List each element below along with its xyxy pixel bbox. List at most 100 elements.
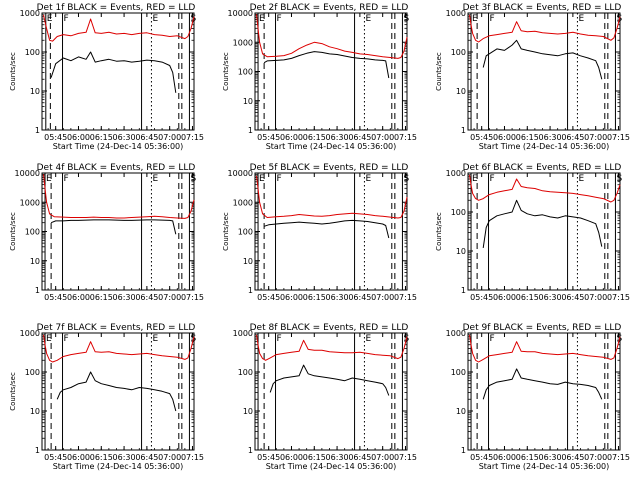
series-line-events bbox=[263, 51, 390, 79]
x-tick-label: 06:15 bbox=[516, 133, 539, 142]
plot-frame bbox=[467, 332, 621, 451]
event-marker-label: F bbox=[277, 14, 282, 24]
x-tick-label: 06:30 bbox=[326, 133, 349, 142]
event-marker-label: E bbox=[365, 174, 371, 184]
panel-title: Det 4f BLACK = Events, RED = LLD bbox=[37, 163, 196, 173]
y-tick-label: 10 bbox=[30, 257, 40, 266]
y-axis-label: Counts/sec bbox=[435, 212, 443, 251]
x-tick-label: 06:15 bbox=[516, 293, 539, 302]
event-marker-label: F bbox=[277, 334, 282, 344]
y-tick-label: 100 bbox=[238, 68, 253, 77]
panel-8: Det 8f BLACK = Events, RED = LLD 1 10 100 10… bbox=[233, 323, 417, 471]
x-tick-label: 06:45 bbox=[135, 453, 158, 462]
x-tick-label: 06:15 bbox=[90, 453, 113, 462]
y-axis-label: Counts/sec bbox=[9, 212, 17, 251]
x-tick-label: 07:15 bbox=[394, 133, 417, 142]
y-tick-label: 1000 bbox=[233, 38, 253, 47]
event-marker-label: E bbox=[152, 334, 158, 344]
x-tick-label: 06:15 bbox=[516, 453, 539, 462]
panel-title: Det 8f BLACK = Events, RED = LLD bbox=[250, 323, 409, 333]
panel-title: Det 9f BLACK = Events, RED = LLD bbox=[463, 323, 622, 333]
panel-5: Det 5f BLACK = Events, RED = LLD 1 10 100 10… bbox=[222, 163, 417, 302]
x-tick-label: 07:15 bbox=[607, 453, 630, 462]
y-tick-label: 1 bbox=[35, 126, 40, 135]
x-tick-label: 07:00 bbox=[371, 453, 394, 462]
y-tick-label: 1000 bbox=[233, 198, 253, 207]
series-line-events bbox=[263, 219, 390, 239]
y-tick-label: 1 bbox=[248, 286, 253, 295]
x-tick-label: 06:30 bbox=[326, 453, 349, 462]
series-line-events bbox=[482, 39, 603, 80]
x-tick-label: 06:00 bbox=[67, 293, 90, 302]
x-tick-label: 05:45 bbox=[470, 453, 493, 462]
x-tick-label: 05:45 bbox=[44, 453, 67, 462]
x-tick-label: 06:00 bbox=[280, 453, 303, 462]
x-tick-label: 05:45 bbox=[257, 133, 280, 142]
series-line-lld bbox=[256, 334, 408, 361]
y-tick-label: 100 bbox=[451, 208, 466, 217]
y-tick-label: 10000 bbox=[15, 169, 40, 178]
x-tick-label: 06:30 bbox=[113, 453, 136, 462]
x-tick-label: 06:45 bbox=[135, 293, 158, 302]
series-line-lld bbox=[469, 174, 621, 203]
x-tick-label: 06:30 bbox=[539, 453, 562, 462]
plot-frame bbox=[467, 12, 621, 131]
y-tick-label: 100 bbox=[25, 48, 40, 57]
plot-frame bbox=[254, 332, 408, 451]
panel-4: Det 4f BLACK = Events, RED = LLD 1 10 100 10… bbox=[9, 163, 204, 302]
x-axis-label: Start Time (24-Dec-14 05:36:00) bbox=[266, 462, 397, 471]
panel-title: Det 1f BLACK = Events, RED = LLD bbox=[37, 3, 196, 13]
x-tick-label: 07:00 bbox=[584, 293, 607, 302]
x-tick-label: 06:30 bbox=[113, 293, 136, 302]
x-tick-label: 07:00 bbox=[584, 453, 607, 462]
y-axis-label: Counts/sec bbox=[222, 52, 230, 91]
series-line-lld bbox=[43, 174, 195, 219]
event-marker-label: S bbox=[616, 174, 622, 184]
y-tick-label: 10000 bbox=[228, 9, 253, 18]
event-marker-label: F bbox=[64, 14, 69, 24]
event-marker-label: E bbox=[365, 14, 371, 24]
panel-title: Det 2f BLACK = Events, RED = LLD bbox=[250, 3, 409, 13]
y-tick-label: 10 bbox=[456, 247, 466, 256]
y-tick-label: 1000 bbox=[446, 329, 466, 338]
x-tick-label: 06:30 bbox=[539, 133, 562, 142]
x-tick-label: 06:45 bbox=[561, 293, 584, 302]
event-marker-label: E bbox=[259, 174, 265, 184]
event-marker-label: E bbox=[578, 14, 584, 24]
panel-6: Det 6f BLACK = Events, RED = LLD 1 10 100 10… bbox=[435, 163, 630, 302]
event-marker-label: E bbox=[46, 174, 52, 184]
panel-7: Det 7f BLACK = Events, RED = LLD 1 10 100 10… bbox=[9, 323, 204, 471]
plot-frame bbox=[41, 12, 195, 131]
series-line-events bbox=[482, 199, 603, 248]
x-tick-label: 06:15 bbox=[303, 453, 326, 462]
y-tick-label: 10 bbox=[456, 407, 466, 416]
x-tick-label: 05:45 bbox=[257, 293, 280, 302]
x-tick-label: 06:00 bbox=[493, 453, 516, 462]
event-marker-label: F bbox=[64, 334, 69, 344]
x-tick-label: 07:00 bbox=[158, 133, 181, 142]
panel-title: Det 7f BLACK = Events, RED = LLD bbox=[37, 323, 196, 333]
event-marker-label: E bbox=[578, 174, 584, 184]
x-tick-label: 06:45 bbox=[135, 133, 158, 142]
y-tick-label: 100 bbox=[238, 228, 253, 237]
x-axis-label: Start Time (24-Dec-14 05:36:00) bbox=[53, 142, 184, 151]
event-marker-label: E bbox=[472, 14, 478, 24]
y-axis-label: Counts/sec bbox=[9, 372, 17, 411]
event-marker-label: F bbox=[490, 174, 495, 184]
event-marker-label: E bbox=[365, 334, 371, 344]
y-tick-label: 10 bbox=[456, 87, 466, 96]
y-tick-label: 1 bbox=[461, 126, 466, 135]
x-tick-label: 07:15 bbox=[607, 293, 630, 302]
x-tick-label: 07:15 bbox=[394, 293, 417, 302]
y-axis-label: Counts/sec bbox=[222, 212, 230, 251]
y-tick-label: 10 bbox=[30, 407, 40, 416]
y-tick-label: 10 bbox=[243, 257, 253, 266]
x-tick-label: 07:00 bbox=[584, 133, 607, 142]
y-tick-label: 1 bbox=[461, 286, 466, 295]
x-tick-label: 07:00 bbox=[371, 133, 394, 142]
x-tick-label: 06:45 bbox=[561, 453, 584, 462]
x-tick-label: 06:45 bbox=[348, 293, 371, 302]
y-tick-label: 10 bbox=[243, 97, 253, 106]
